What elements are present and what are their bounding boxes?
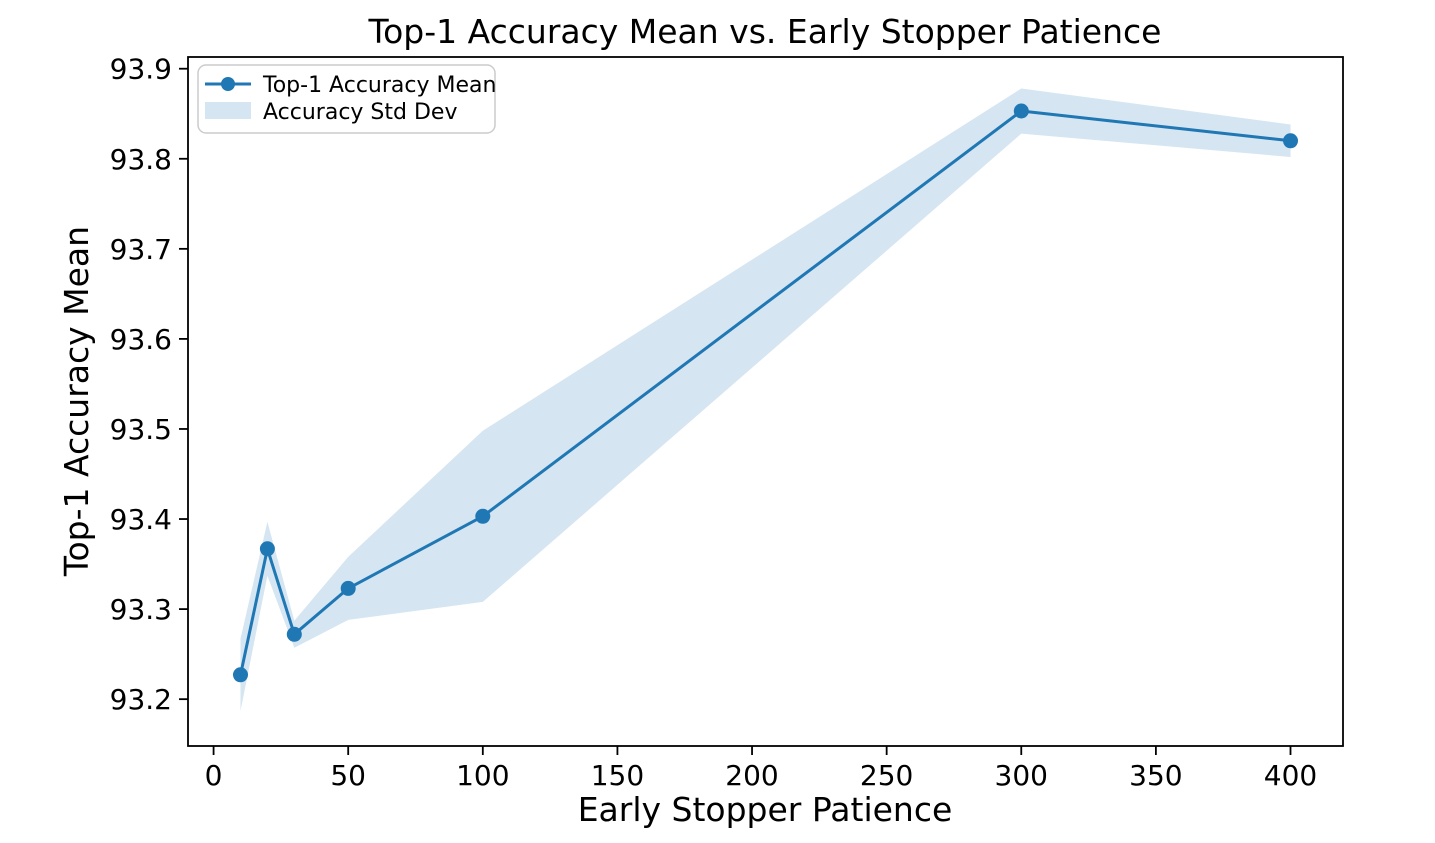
x-tick-label: 200	[725, 759, 778, 792]
x-tick-label: 150	[591, 759, 644, 792]
legend: Top-1 Accuracy Mean Accuracy Std Dev	[197, 64, 496, 134]
x-axis-ticks: 0 50 100 150 200 250 300 350 400	[205, 746, 1317, 792]
y-tick-label: 93.9	[110, 53, 172, 86]
y-tick-label: 93.8	[110, 143, 172, 176]
std-dev-band-group	[240, 88, 1291, 711]
legend-band-swatch	[205, 102, 251, 119]
x-tick-label: 350	[1129, 759, 1182, 792]
legend-entry-std: Accuracy Std Dev	[263, 100, 457, 125]
legend-box	[197, 64, 496, 134]
data-point-marker	[340, 580, 356, 596]
y-tick-label: 93.2	[110, 683, 172, 716]
x-tick-label: 100	[456, 759, 509, 792]
data-point-marker	[286, 626, 302, 642]
data-point-marker	[475, 508, 491, 524]
x-tick-label: 300	[995, 759, 1048, 792]
x-tick-label: 50	[330, 759, 366, 792]
chart-title: Top-1 Accuracy Mean vs. Early Stopper Pa…	[368, 12, 1162, 51]
data-point-marker	[233, 667, 248, 683]
data-point-marker	[259, 541, 275, 557]
x-tick-label: 0	[205, 759, 223, 792]
plot-area	[188, 57, 1343, 746]
legend-entry-mean: Top-1 Accuracy Mean	[262, 73, 496, 98]
axes-border	[187, 56, 1344, 747]
y-axis-ticks: 93.2 93.3 93.4 93.5 93.6 93.7 93.8 93.9	[110, 53, 188, 716]
data-point-marker	[1013, 103, 1029, 119]
x-tick-label: 250	[860, 759, 913, 792]
legend-marker-icon	[221, 77, 235, 91]
std-dev-band-area	[240, 88, 1291, 711]
y-axis-label: Top-1 Accuracy Mean	[57, 226, 96, 577]
y-tick-label: 93.7	[110, 233, 172, 266]
y-tick-label: 93.4	[110, 503, 172, 536]
y-tick-label: 93.5	[110, 413, 172, 446]
x-axis-label: Early Stopper Patience	[578, 790, 953, 829]
data-point-marker	[1283, 133, 1298, 149]
x-tick-label: 400	[1264, 759, 1317, 792]
mean-line-group	[233, 103, 1298, 683]
y-tick-label: 93.3	[110, 593, 172, 626]
y-tick-label: 93.6	[110, 323, 172, 356]
